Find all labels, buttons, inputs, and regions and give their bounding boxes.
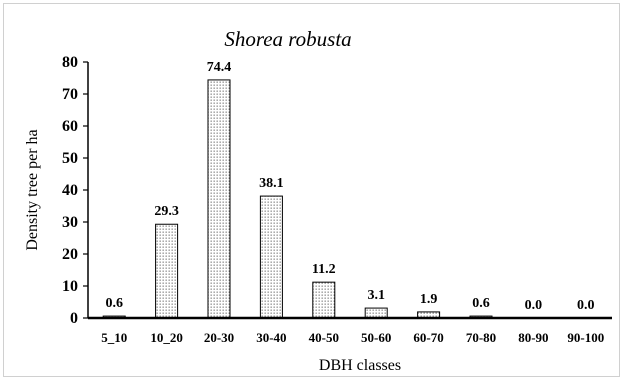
y-tick-label: 10 — [62, 278, 78, 295]
bar — [155, 223, 179, 319]
y-axis-label: Density tree per ha — [24, 129, 41, 250]
data-label: 74.4 — [207, 60, 232, 75]
bar — [312, 281, 336, 319]
data-label: 0.0 — [525, 298, 543, 313]
x-tick-label: 10_20 — [150, 330, 183, 345]
data-label: 3.1 — [367, 288, 385, 303]
x-tick-label: 20-30 — [204, 330, 234, 345]
y-tick-label: 80 — [62, 54, 78, 71]
data-label: 29.3 — [154, 204, 179, 219]
y-tick-label: 30 — [62, 214, 78, 231]
x-tick-label: 50-60 — [361, 330, 391, 345]
x-tick-label: 30-40 — [256, 330, 286, 345]
x-tick-label: 70-80 — [466, 330, 496, 345]
x-tick-label: 80-90 — [518, 330, 548, 345]
data-label: 11.2 — [312, 262, 336, 277]
x-tick-label: 40-50 — [309, 330, 339, 345]
chart-title: Shorea robusta — [224, 27, 351, 51]
bar — [259, 195, 283, 319]
x-tick-label: 5_10 — [101, 330, 127, 345]
bar — [364, 307, 388, 319]
y-tick-label: 70 — [62, 86, 78, 103]
y-tick-label: 40 — [62, 182, 78, 199]
chart-frame — [3, 3, 620, 377]
data-label: 0.6 — [105, 296, 123, 311]
y-tick-label: 60 — [62, 118, 78, 135]
x-tick-label: 60-70 — [413, 330, 443, 345]
y-tick-label: 0 — [70, 310, 78, 327]
x-tick-label: 90-100 — [567, 330, 604, 345]
x-axis-label: DBH classes — [319, 357, 401, 374]
data-label: 38.1 — [259, 176, 284, 191]
bar — [207, 79, 231, 319]
y-tick-label: 50 — [62, 150, 78, 167]
y-tick-label: 20 — [62, 246, 78, 263]
data-label: 0.6 — [472, 296, 490, 311]
data-label: 1.9 — [420, 292, 438, 307]
data-label: 0.0 — [577, 298, 595, 313]
